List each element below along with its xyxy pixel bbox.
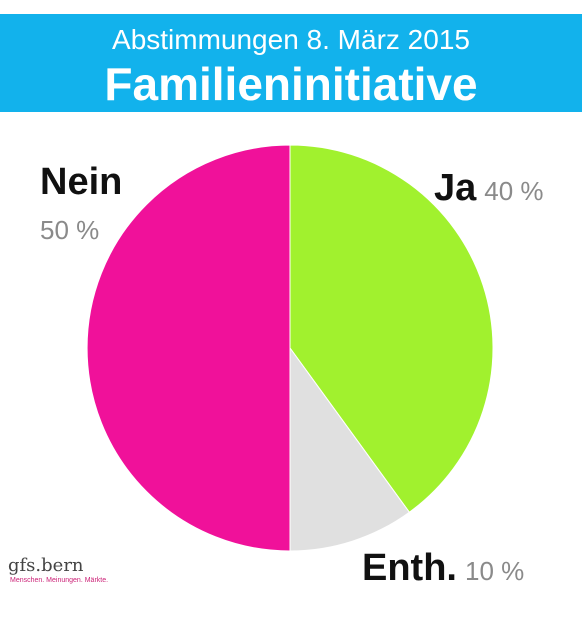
gfs-bern-logo: gfs.bern Menschen. Meinungen. Märkte.	[8, 556, 108, 585]
slice-label-ja: Ja 40 %	[434, 166, 544, 218]
slice-value-enth: 10 %	[464, 556, 525, 586]
slice-value-ja: 40 %	[484, 176, 544, 206]
slice-name-ja: Ja	[434, 167, 477, 209]
logo-wordmark: gfs.bern	[8, 555, 84, 576]
pie-slice-nein	[86, 144, 291, 552]
slice-value-nein: 50 %	[40, 215, 100, 245]
pie-slice-ja	[289, 144, 494, 513]
slice-label-nein: Nein 50 %	[40, 160, 122, 248]
slice-label-enth: Enth. 10 %	[362, 546, 524, 598]
slice-name-nein: Nein	[40, 161, 123, 203]
slice-name-enth: Enth.	[362, 547, 457, 589]
title-banner: Abstimmungen 8. März 2015 Familieninitia…	[0, 14, 582, 112]
pie-slice-enth	[289, 346, 411, 552]
chart-subtitle: Abstimmungen 8. März 2015	[112, 24, 470, 55]
chart-title: Familieninitiative	[104, 58, 478, 110]
logo-tagline: Menschen. Meinungen. Märkte.	[10, 577, 109, 584]
